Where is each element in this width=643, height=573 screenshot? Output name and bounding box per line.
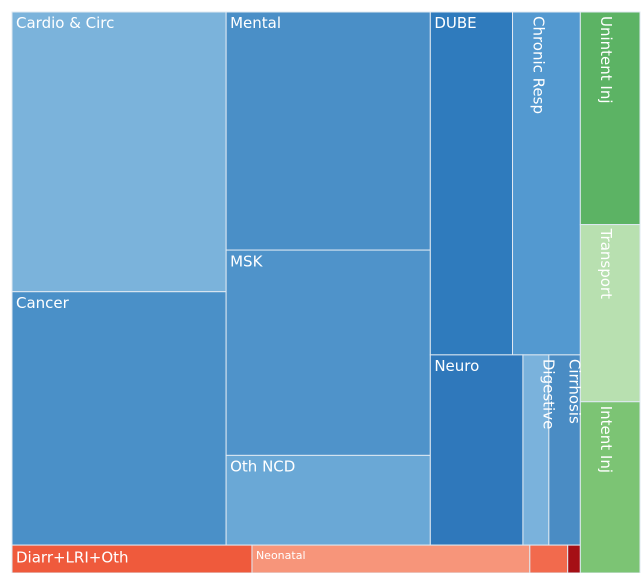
cell-label: MSK: [230, 252, 263, 270]
cell-label: Neuro: [434, 357, 479, 375]
treemap-cell: [522, 354, 550, 546]
cell-label: Unintent Inj: [597, 16, 615, 104]
treemap-cell: [579, 401, 641, 573]
treemap-cell: [579, 224, 641, 403]
treemap-cell: [567, 544, 581, 573]
cell-label: Diarr+LRI+Oth: [16, 548, 129, 566]
treemap-cell: [512, 11, 581, 356]
treemap-cell: [529, 544, 569, 573]
treemap-cell: [429, 11, 514, 356]
cell-label: Intent Inj: [597, 406, 615, 473]
treemap-cell: [579, 11, 641, 226]
cell-label: Mental: [230, 14, 281, 32]
cell-label: Cancer: [16, 294, 70, 312]
cell-label: Transport: [597, 228, 615, 300]
cell-label: Digestive: [540, 359, 558, 429]
treemap-cell: [429, 354, 524, 546]
treemap-cell: [11, 291, 227, 546]
cell-label: DUBE: [434, 14, 476, 32]
treemap-cell: [225, 454, 431, 546]
treemap-cell: [225, 11, 431, 251]
cell-label: Cirrhosis: [566, 359, 584, 424]
cell-label: Cardio & Circ: [16, 14, 114, 32]
treemap-cell: [225, 249, 431, 456]
cell-label: Chronic Resp: [529, 16, 547, 114]
treemap-cell: [11, 544, 253, 573]
treemap-cell: [11, 11, 227, 293]
cell-label: Oth NCD: [230, 458, 295, 476]
cell-label: Neonatal: [256, 549, 306, 562]
